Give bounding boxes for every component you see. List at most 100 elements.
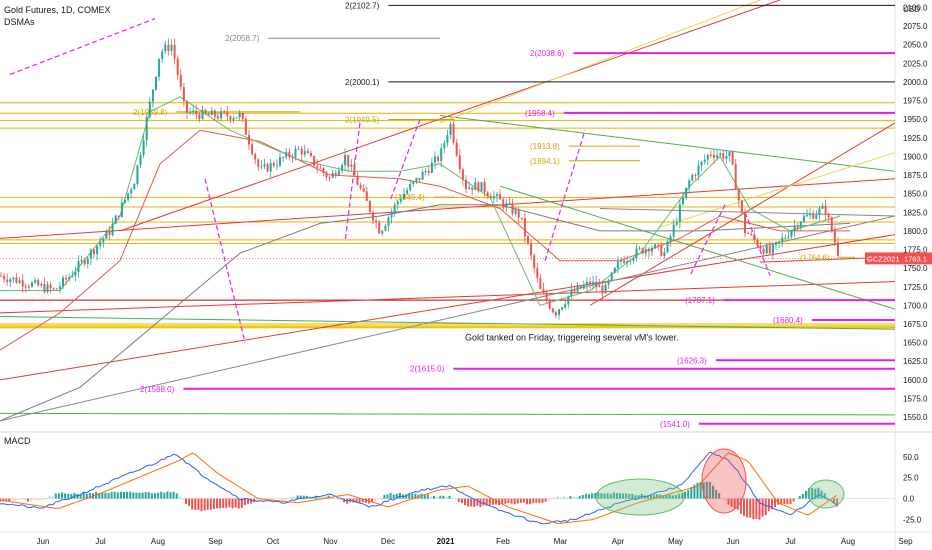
candle-body <box>195 110 198 115</box>
macd-histogram-bar <box>216 498 218 509</box>
macd-histogram-bar <box>721 497 724 499</box>
candle-body <box>787 236 790 238</box>
macd-histogram-bar <box>98 493 101 499</box>
macd-histogram-bar <box>553 497 556 499</box>
candle-body <box>728 151 731 157</box>
macd-histogram-bar <box>371 498 373 502</box>
candle-body <box>781 237 784 242</box>
macd-histogram-bar <box>780 498 783 505</box>
candle-body <box>192 110 195 113</box>
macd-histogram-bar <box>451 497 454 499</box>
macd-signal-line <box>0 452 838 525</box>
candle-body <box>9 279 12 282</box>
candle-body <box>325 172 328 178</box>
macd-histogram-bar <box>200 498 203 512</box>
macd-histogram-bar <box>287 498 290 500</box>
candle-body <box>468 187 471 189</box>
macd-histogram-bar <box>160 491 163 499</box>
candle-body <box>558 309 560 316</box>
candle-body <box>793 225 796 231</box>
candle-body <box>136 165 139 185</box>
candle-body <box>672 224 675 237</box>
candle-body <box>734 164 737 190</box>
candle-body <box>483 182 486 193</box>
candle-body <box>285 151 288 158</box>
macd-histogram-bar <box>411 493 414 499</box>
trend-line <box>589 122 896 306</box>
price-tick-label: 2075.0 <box>903 22 928 31</box>
macd-histogram-bar <box>5 498 8 502</box>
candle-body <box>533 255 536 269</box>
macd-histogram-bar <box>575 496 578 499</box>
macd-histogram-bar <box>429 496 432 499</box>
candle-body <box>418 177 421 180</box>
candle-body <box>359 184 362 189</box>
candle-body <box>685 187 688 198</box>
candle-body <box>598 285 601 288</box>
candle-body <box>83 260 86 265</box>
candle-body <box>530 243 533 256</box>
candle-body <box>415 177 418 182</box>
candle-body <box>802 216 805 222</box>
macd-histogram-bar <box>653 494 656 499</box>
candle-body <box>582 285 585 289</box>
macd-histogram-bar <box>101 492 104 499</box>
macd-histogram-bar <box>805 490 807 499</box>
macd-histogram-bar <box>185 498 187 504</box>
candle-body <box>173 45 176 59</box>
candle-body <box>248 134 250 145</box>
macd-histogram-bar <box>150 493 153 499</box>
candle-body <box>43 283 46 292</box>
candle-body <box>647 248 650 252</box>
candle-body <box>403 193 405 200</box>
macd-highlight-ellipse <box>595 478 685 516</box>
candle-body <box>694 175 697 177</box>
macd-histogram-bar <box>271 498 274 501</box>
candle-body <box>610 272 613 281</box>
macd-histogram-bar <box>668 493 671 499</box>
macd-histogram-bar <box>588 494 590 499</box>
macd-histogram-bar <box>581 495 584 499</box>
candle-body <box>362 188 365 192</box>
candle-body <box>499 194 502 200</box>
candle-body <box>818 208 821 215</box>
macd-histogram-bar <box>336 498 339 500</box>
candle-body <box>297 148 300 150</box>
macd-histogram-bar <box>299 495 302 499</box>
candle-body <box>52 288 55 290</box>
price-tick-label: 2100.0 <box>903 3 928 12</box>
price-tick-label: 1700.0 <box>903 301 928 310</box>
macd-histogram-bar <box>209 498 212 510</box>
candle-body <box>186 100 188 113</box>
candle-body <box>725 156 728 159</box>
candle-body <box>573 289 576 292</box>
macd-histogram-bar <box>364 498 367 503</box>
candle-body <box>833 231 836 243</box>
macd-histogram-bar <box>138 492 141 499</box>
dashed-trend-line <box>689 204 726 276</box>
current-price-tag <box>865 252 932 265</box>
candle-body <box>96 245 99 254</box>
candle-body <box>37 280 40 286</box>
macd-histogram-bar <box>578 495 581 499</box>
candle-body <box>275 165 278 167</box>
price-level-label: (1764.6) <box>800 253 830 262</box>
chart-title: Gold Futures, 1D, COMEX <box>4 5 111 15</box>
candle-body <box>703 159 706 162</box>
candle-body <box>542 289 545 293</box>
candle-body <box>756 239 759 246</box>
candle-body <box>226 112 229 117</box>
macd-histogram-bar <box>408 493 411 499</box>
candle-body <box>201 109 204 120</box>
macd-histogram-bar <box>488 498 491 506</box>
candle-body <box>564 304 567 308</box>
price-tick-label: 2025.0 <box>903 59 928 68</box>
candle-body <box>337 170 340 176</box>
chart-annotation: Gold tanked on Friday, triggereing sever… <box>465 332 679 342</box>
candle-body <box>62 277 64 287</box>
candle-body <box>740 200 743 213</box>
macd-histogram-bar <box>798 495 801 499</box>
candle-body <box>158 58 161 77</box>
candle-body <box>341 165 343 171</box>
